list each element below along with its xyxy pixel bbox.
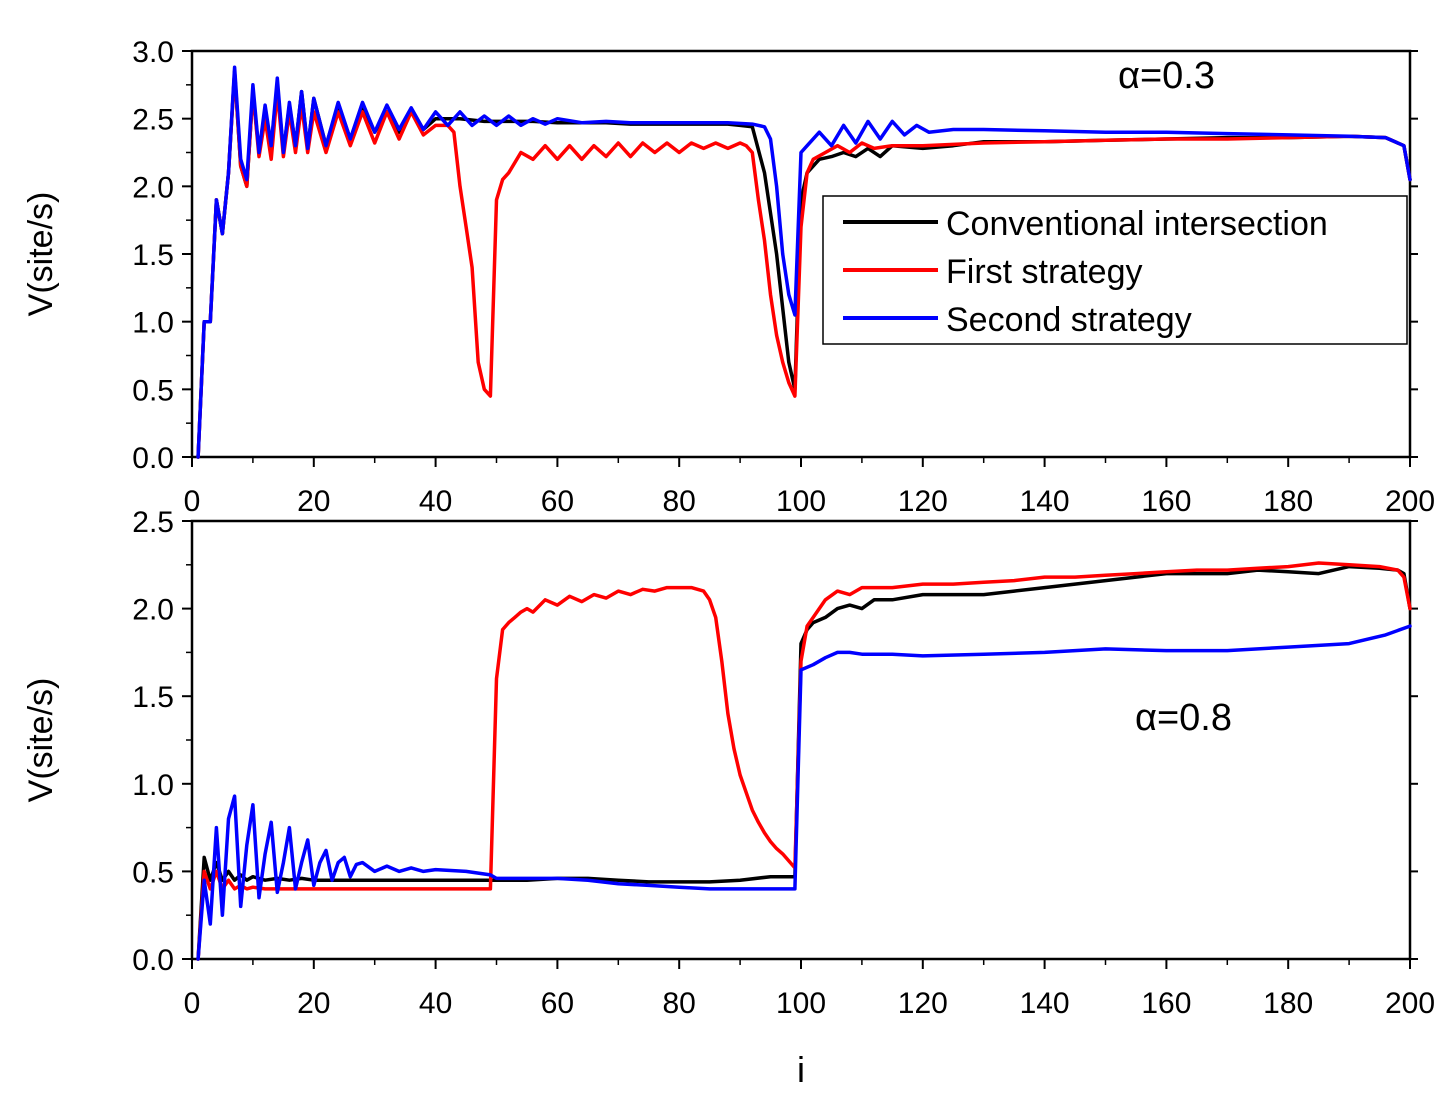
top-x-tick-label: 20 <box>297 485 330 518</box>
bottom-x-tick-label: 140 <box>1020 987 1070 1020</box>
top-x-tick-label: 200 <box>1385 485 1435 518</box>
bottom-x-tick-label: 40 <box>419 987 452 1020</box>
bottom-x-tick-label: 120 <box>898 987 948 1020</box>
bottom-y-tick-label: 1.0 <box>132 769 174 802</box>
top-y-axis-label: V(site/s) <box>22 192 60 317</box>
bottom-y-tick-label: 0.0 <box>132 944 174 977</box>
bottom-x-tick-label: 200 <box>1385 987 1435 1020</box>
bottom-y-tick-label: 1.5 <box>132 681 174 714</box>
top-x-tick-label: 100 <box>776 485 826 518</box>
bottom-y-tick-label: 2.0 <box>132 594 174 627</box>
bottom-y-tick-label: 0.5 <box>132 856 174 889</box>
bottom-ticks: 0 20 40 60 80 100 120 140 160 180 200 0.0 0.5 1.0 1.5 2… <box>132 506 1435 1020</box>
top-y-tick-label: 1.0 <box>132 307 174 340</box>
top-series-group <box>196 65 1412 459</box>
bottom-x-tick-label: 0 <box>184 987 201 1020</box>
legend-label-second: Second strategy <box>946 301 1192 339</box>
top-x-tick-label: 0 <box>184 485 201 518</box>
top-x-tick-label: 60 <box>541 485 574 518</box>
bottom-series-second-strategy <box>196 624 1412 961</box>
bottom-x-tick-label: 100 <box>776 987 826 1020</box>
bottom-series-group <box>196 561 1412 961</box>
top-y-tick-label: 1.5 <box>132 239 174 272</box>
top-y-tick-label: 2.5 <box>132 104 174 137</box>
bottom-panel: 0 20 40 60 80 100 120 140 160 180 200 0.0 0.5 1.0 1.5 2… <box>22 506 1435 1090</box>
legend: Conventional intersection First strategy… <box>822 195 1408 345</box>
top-x-tick-label: 140 <box>1020 485 1070 518</box>
top-y-tick-label: 0.0 <box>132 442 174 475</box>
top-x-tick-label: 160 <box>1141 485 1191 518</box>
bottom-x-tick-label: 80 <box>663 987 696 1020</box>
top-y-tick-label: 3.0 <box>132 36 174 69</box>
legend-label-conventional: Conventional intersection <box>946 205 1328 243</box>
bottom-series-conventional <box>196 564 1412 961</box>
legend-label-first: First strategy <box>946 253 1142 291</box>
bottom-x-tick-label: 160 <box>1141 987 1191 1020</box>
top-y-tick-label: 0.5 <box>132 374 174 407</box>
top-x-tick-label: 180 <box>1263 485 1313 518</box>
bottom-plot-frame <box>190 519 1412 961</box>
top-x-tick-label: 80 <box>663 485 696 518</box>
bottom-y-tick-label: 2.5 <box>132 506 174 539</box>
top-x-tick-label: 40 <box>419 485 452 518</box>
top-ticks: 0 20 40 60 80 100 120 140 160 180 200 0.0 0.5 1.0 1.5 2… <box>132 36 1435 518</box>
top-x-tick-label: 120 <box>898 485 948 518</box>
bottom-series-first-strategy <box>196 561 1412 961</box>
bottom-alpha-annotation: α=0.8 <box>1135 697 1232 739</box>
x-axis-label: i <box>797 1049 805 1090</box>
top-alpha-annotation: α=0.3 <box>1118 55 1215 97</box>
bottom-x-tick-label: 20 <box>297 987 330 1020</box>
bottom-x-tick-label: 60 <box>541 987 574 1020</box>
bottom-x-tick-label: 180 <box>1263 987 1313 1020</box>
top-y-tick-label: 2.0 <box>132 171 174 204</box>
top-series-second-strategy <box>196 65 1412 459</box>
bottom-y-axis-label: V(site/s) <box>22 678 60 803</box>
top-panel: 0 20 40 60 80 100 120 140 160 180 200 0.0 0.5 1.0 1.5 2… <box>22 36 1435 518</box>
